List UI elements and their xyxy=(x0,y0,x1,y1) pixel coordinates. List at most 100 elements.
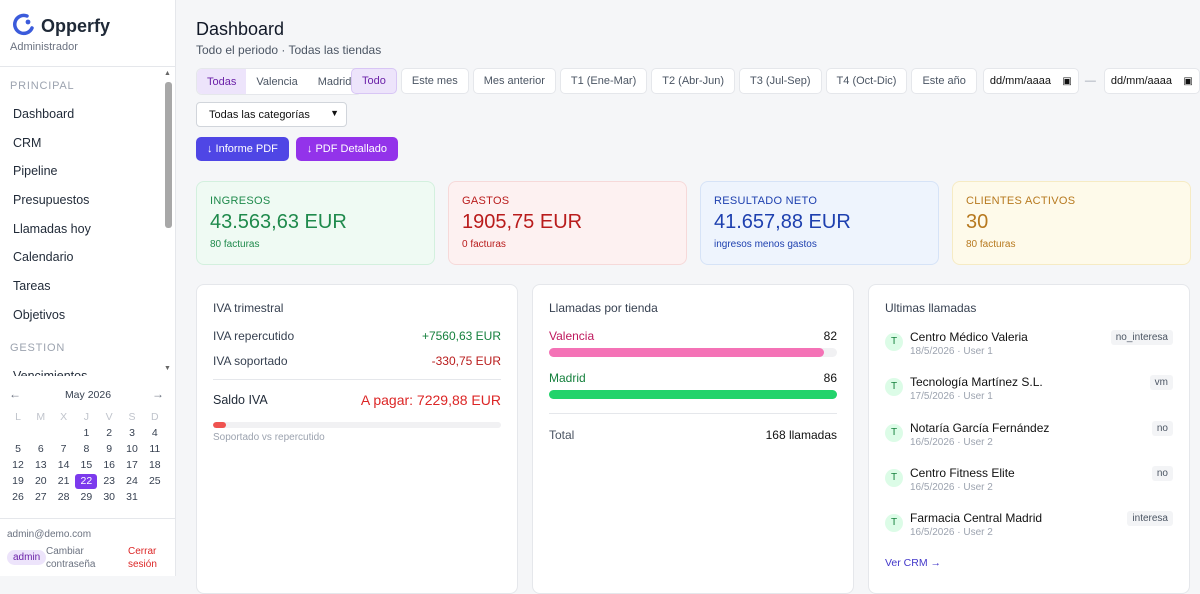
section-title: GESTION xyxy=(10,341,66,354)
sidebar: Opperfy Administrador PRINCIPAL Dashboard… xyxy=(0,0,176,576)
nav-item[interactable]: Vencimientos xyxy=(13,368,88,377)
kpi-sub: 80 facturas xyxy=(966,239,1016,250)
period-button[interactable]: Mes anterior xyxy=(472,68,556,94)
cal-weekday: M xyxy=(36,411,46,423)
cal-day[interactable]: 12 xyxy=(12,459,24,471)
store-tab[interactable]: Todas xyxy=(197,69,247,94)
nav-item[interactable]: Calendario xyxy=(13,250,74,265)
call-name: Centro Fitness Elite xyxy=(910,465,1015,480)
store-row: Valencia 82 xyxy=(549,329,837,357)
nav-item[interactable]: Llamadas hoy xyxy=(13,221,91,236)
cal-day[interactable]: 6 xyxy=(37,443,44,455)
cal-prev[interactable]: ← xyxy=(9,387,21,401)
pdf-button[interactable]: ↓ Informe PDF xyxy=(196,137,289,161)
cal-day[interactable]: 31 xyxy=(126,491,138,503)
cal-day[interactable]: 3 xyxy=(129,427,135,439)
nav-item[interactable]: Tareas xyxy=(13,279,51,294)
cal-day[interactable]: 13 xyxy=(34,459,47,471)
kpi-value: 30 xyxy=(966,211,989,233)
logout[interactable]: Cerrar sesión xyxy=(128,546,157,570)
cal-day[interactable]: 2 xyxy=(106,427,113,439)
user-email: admin@demo.com xyxy=(7,529,92,540)
date-placeholder: dd/mm/aaaa xyxy=(989,75,1052,87)
call-item: T Notaría García Fernández 16/5/2026 · Use… xyxy=(885,420,1173,465)
page-title: Dashboard xyxy=(196,19,285,39)
cal-day[interactable]: 5 xyxy=(15,443,21,455)
cal-day[interactable]: 11 xyxy=(149,443,161,455)
pdf-button[interactable]: ↓ PDF Detallado xyxy=(295,137,398,161)
kpi-label: RESULTADO NETO xyxy=(714,195,818,207)
call-name: Farmacia Central Madrid xyxy=(910,511,1043,526)
call-tag: no_interesa xyxy=(1110,330,1173,345)
store-bars: Valencia 82 Madrid 86 xyxy=(549,329,837,399)
period-button[interactable]: T2 (Abr-Jun) xyxy=(651,68,736,94)
bar-track xyxy=(549,348,837,357)
call-meta: 16/5/2026 · User 2 xyxy=(910,481,993,493)
cal-day[interactable]: 14 xyxy=(57,459,70,471)
avatar: T xyxy=(885,514,903,533)
cal-day[interactable]: 19 xyxy=(12,475,24,487)
cal-weekday: J xyxy=(83,411,90,423)
cal-day[interactable]: 7 xyxy=(60,443,67,455)
cal-next[interactable]: → xyxy=(152,387,164,401)
nav-item[interactable]: Pipeline xyxy=(13,164,58,179)
cal-day[interactable]: 10 xyxy=(126,443,138,455)
kpi-card: CLIENTES ACTIVOS 30 80 facturas xyxy=(952,181,1191,265)
cal-day[interactable]: 29 xyxy=(80,491,93,503)
store-count: 82 xyxy=(823,329,837,343)
cal-day[interactable]: 15 xyxy=(80,459,93,471)
period-button[interactable]: T4 (Oct-Dic) xyxy=(825,68,908,94)
cal-day[interactable]: 24 xyxy=(126,475,138,487)
cal-weekday: V xyxy=(105,411,113,423)
cal-day[interactable]: 8 xyxy=(83,443,90,455)
export-buttons: ↓ Informe PDF ↓ PDF Detallado xyxy=(196,137,398,161)
cal-day[interactable]: 18 xyxy=(148,459,161,471)
call-name: Tecnología Martínez S.L. xyxy=(910,375,1043,390)
category-select[interactable]: Todas las categorías ▼ xyxy=(196,102,347,127)
iva-value: -330,75 EUR xyxy=(431,354,501,368)
period-button[interactable]: Este año xyxy=(911,68,977,94)
recent-calls-panel: Ultimas llamadas T Centro Médico Valeria 1… xyxy=(868,284,1190,594)
date-input[interactable]: dd/mm/aaaa ▣ xyxy=(982,68,1079,94)
cal-day[interactable]: 1 xyxy=(83,427,90,439)
total-value: 168 llamadas xyxy=(765,428,837,442)
iva-panel: IVA trimestral IVA repercutido +7560,63 E… xyxy=(196,284,518,594)
cal-day[interactable]: 16 xyxy=(103,459,116,471)
cal-weekday: X xyxy=(60,411,68,423)
nav-item[interactable]: Objetivos xyxy=(13,307,66,322)
period-button[interactable]: T1 (Ene-Mar) xyxy=(559,68,648,94)
balance-label: Saldo IVA xyxy=(213,393,268,407)
cal-day[interactable]: 20 xyxy=(34,475,47,487)
cal-day[interactable]: 9 xyxy=(106,443,113,455)
bar-track xyxy=(549,390,837,399)
period-button[interactable]: Este mes xyxy=(400,68,469,94)
cal-day[interactable]: 17 xyxy=(126,459,138,471)
cal-day[interactable]: 30 xyxy=(103,491,116,503)
period-button[interactable]: T3 (Jul-Sep) xyxy=(739,68,822,94)
cal-day[interactable]: 26 xyxy=(12,491,24,503)
call-item: T Centro Médico Valeria 18/5/2026 · User 1… xyxy=(885,329,1173,374)
change-password[interactable]: Cambiar contraseña xyxy=(46,546,96,570)
call-meta: 17/5/2026 · User 1 xyxy=(910,391,993,403)
cal-day[interactable]: 21 xyxy=(57,475,70,487)
kpi-value: 1905,75 EUR xyxy=(462,211,583,233)
cal-day[interactable]: 28 xyxy=(57,491,70,503)
calendar: ← May 2026 → L M X J V S D 1 2 3 4 5 6 7 8 9 10 11 12 13 14 15 16… xyxy=(0,385,175,515)
store-tab[interactable]: Valencia xyxy=(246,69,308,94)
nav-item[interactable]: CRM xyxy=(13,135,42,150)
panel-title: Ultimas llamadas xyxy=(885,301,977,315)
period-button[interactable]: Todo xyxy=(351,68,397,94)
cal-day[interactable]: 27 xyxy=(34,491,47,503)
call-meta: 16/5/2026 · User 2 xyxy=(910,436,993,448)
cal-day[interactable]: 4 xyxy=(151,427,158,439)
store-row: Madrid 86 xyxy=(549,371,837,399)
cal-day[interactable]: 25 xyxy=(148,475,161,487)
date-input[interactable]: dd/mm/aaaa ▣ xyxy=(1103,68,1200,94)
cal-day[interactable]: 22 xyxy=(75,474,98,489)
crm-link[interactable]: Ver CRM → xyxy=(885,557,942,570)
kpi-value: 41.657,88 EUR xyxy=(714,211,851,233)
store-name: Valencia xyxy=(549,329,595,343)
nav-item[interactable]: Presupuestos xyxy=(13,193,90,208)
cal-day[interactable]: 23 xyxy=(103,475,116,487)
nav-item[interactable]: Dashboard xyxy=(13,107,75,121)
